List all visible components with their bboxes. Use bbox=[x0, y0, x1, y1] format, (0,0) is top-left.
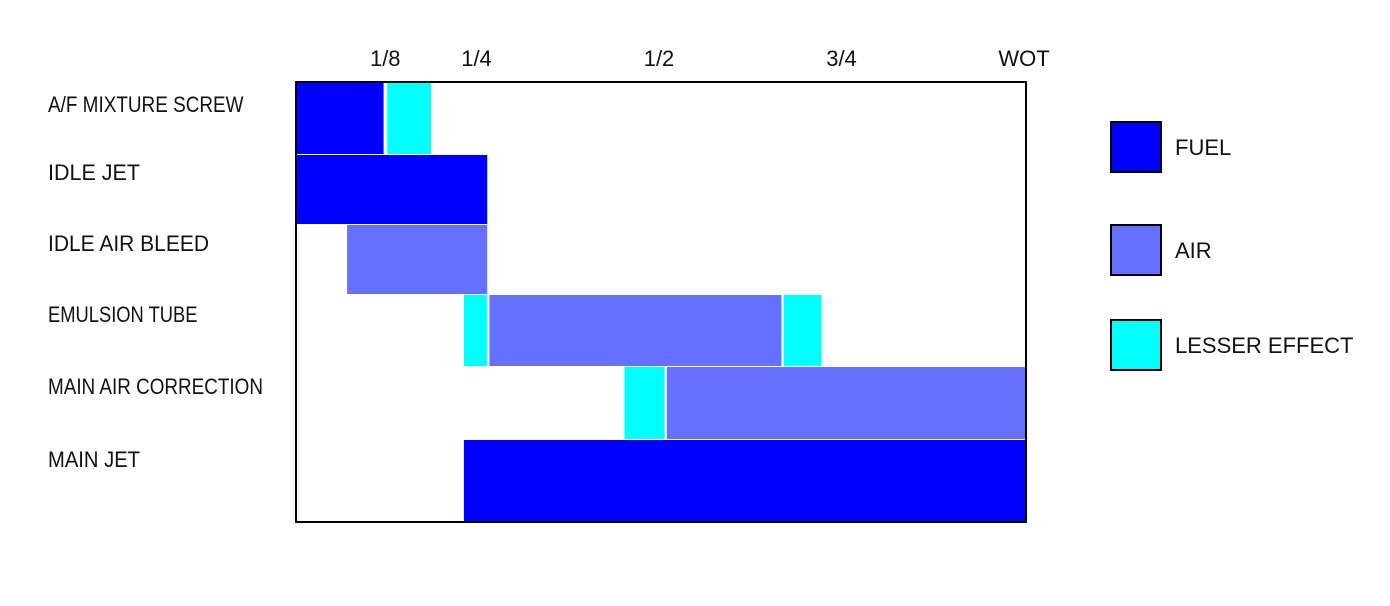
x-tick-labels: 1/8 1/4 1/2 3/4 WOT bbox=[370, 46, 1050, 71]
x-tick-label: 1/4 bbox=[461, 46, 492, 71]
category-labels: A/F MIXTURE SCREW IDLE JET IDLE AIR BLEED E… bbox=[48, 92, 263, 472]
bar-segment-air bbox=[347, 225, 488, 294]
category-label: A/F MIXTURE SCREW bbox=[48, 92, 244, 117]
category-label: MAIN AIR CORRECTION bbox=[48, 374, 263, 399]
category-label: EMULSION TUBE bbox=[48, 302, 198, 327]
category-label: IDLE JET bbox=[48, 160, 140, 185]
x-tick-label: WOT bbox=[998, 46, 1049, 71]
legend-label-fuel: FUEL bbox=[1175, 135, 1231, 160]
x-tick-label: 1/2 bbox=[644, 46, 675, 71]
legend-swatch-air bbox=[1110, 224, 1162, 276]
plot-frame bbox=[295, 81, 1027, 523]
bar-segment-fuel bbox=[296, 155, 488, 224]
category-label: MAIN JET bbox=[48, 447, 140, 472]
bar-segment-fuel bbox=[296, 82, 384, 154]
bar-segment-fuel bbox=[463, 440, 1026, 522]
x-tick-label: 3/4 bbox=[826, 46, 857, 71]
bar-segment-lesser bbox=[783, 295, 822, 366]
legend-label-air: AIR bbox=[1175, 238, 1212, 263]
bar-segment-lesser bbox=[387, 82, 432, 154]
bars-layer bbox=[296, 82, 1026, 522]
category-label: IDLE AIR BLEED bbox=[48, 231, 209, 256]
bar-segment-lesser bbox=[463, 295, 488, 366]
legend-swatch-fuel bbox=[1110, 121, 1162, 173]
legend: FUEL AIR LESSER EFFECT bbox=[1110, 121, 1353, 371]
legend-label-lesser: LESSER EFFECT bbox=[1175, 333, 1353, 358]
bar-segment-air bbox=[666, 367, 1026, 439]
legend-swatch-lesser bbox=[1110, 319, 1162, 371]
x-tick-label: 1/8 bbox=[370, 46, 401, 71]
bar-segment-air bbox=[489, 295, 782, 366]
bar-segment-lesser bbox=[624, 367, 665, 439]
